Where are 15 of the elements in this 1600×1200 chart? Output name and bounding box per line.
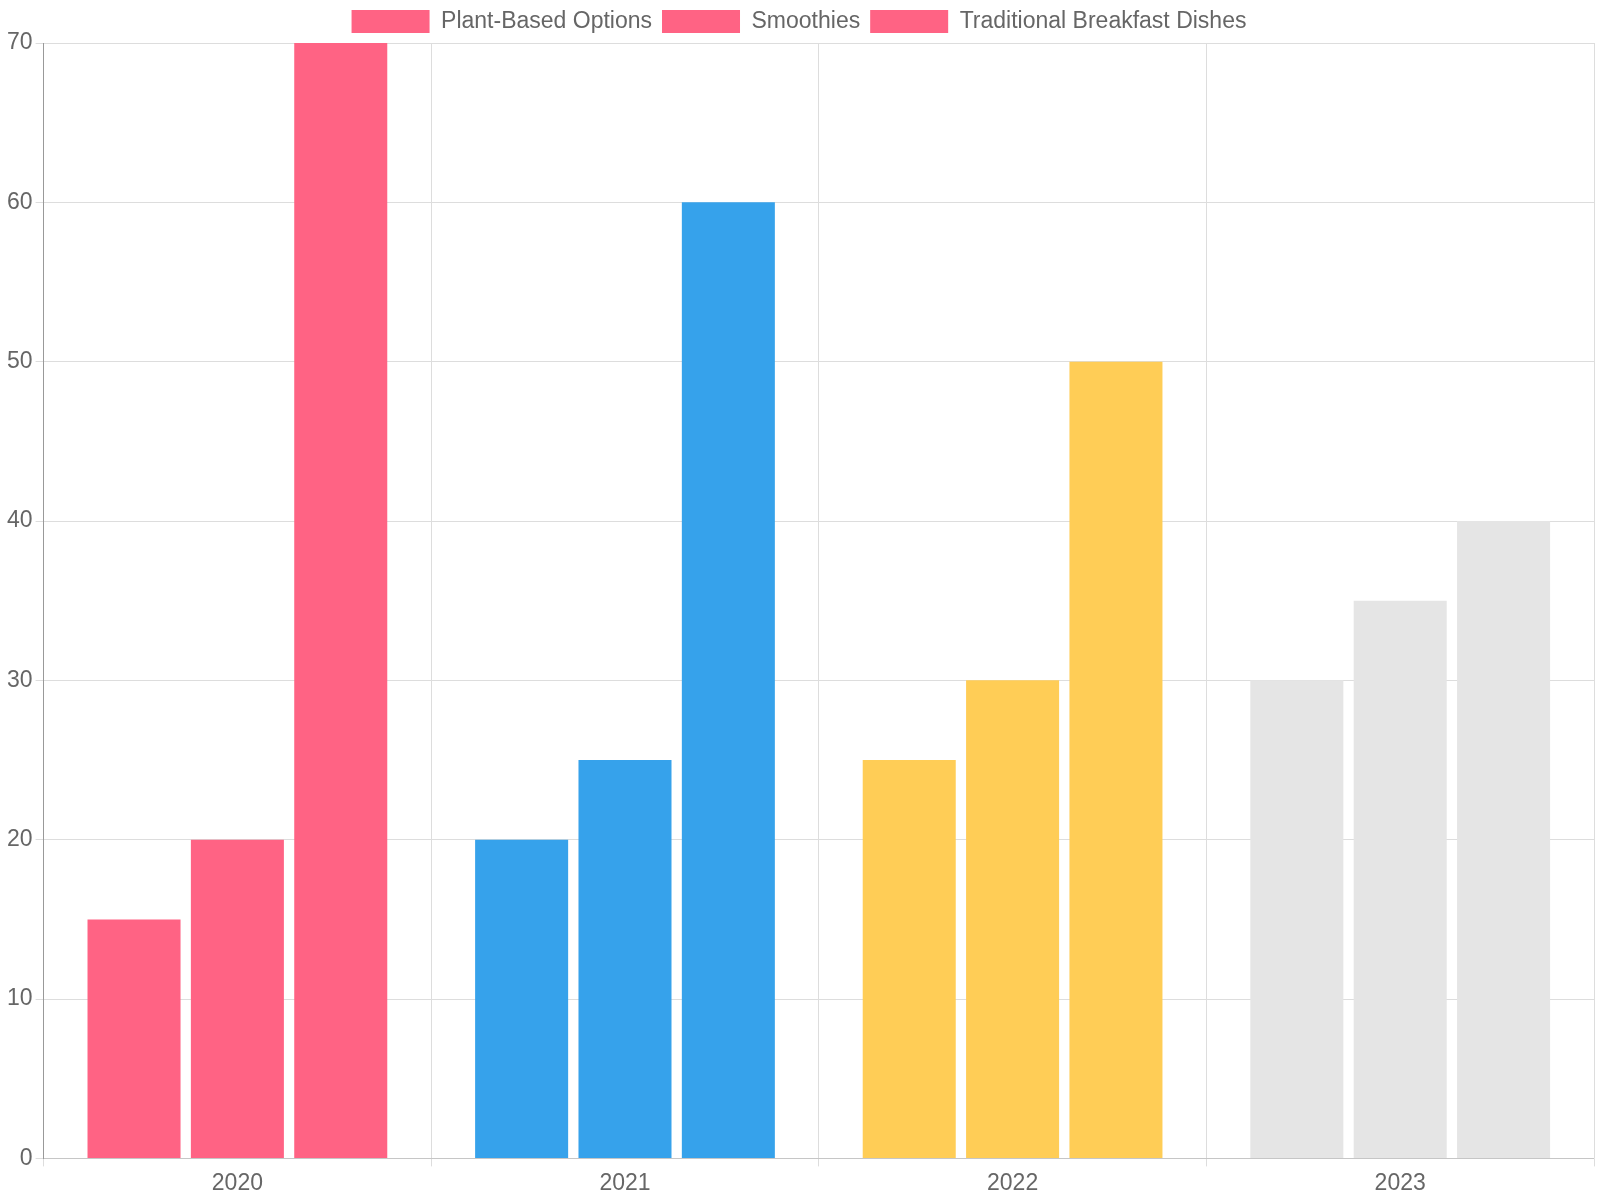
y-tick-label: 70 [6, 28, 33, 55]
x-tick-label: 2021 [599, 1168, 651, 1195]
y-tick-label: 60 [6, 187, 33, 214]
legend-label: Traditional Breakfast Dishes [959, 6, 1247, 33]
legend-label: Smoothies [751, 6, 861, 33]
y-tick-label: 40 [6, 506, 33, 533]
legend-label: Plant-Based Options [441, 6, 653, 33]
y-tick-label: 0 [19, 1143, 33, 1170]
x-tick-label: 2023 [1374, 1168, 1426, 1195]
x-tick-label: 2020 [211, 1168, 263, 1195]
y-tick-label: 20 [6, 825, 33, 852]
y-tick-label: 30 [6, 665, 33, 692]
y-tick-label: 50 [6, 347, 33, 374]
y-tick-label: 10 [6, 984, 33, 1011]
x-tick-label: 2022 [987, 1168, 1039, 1195]
